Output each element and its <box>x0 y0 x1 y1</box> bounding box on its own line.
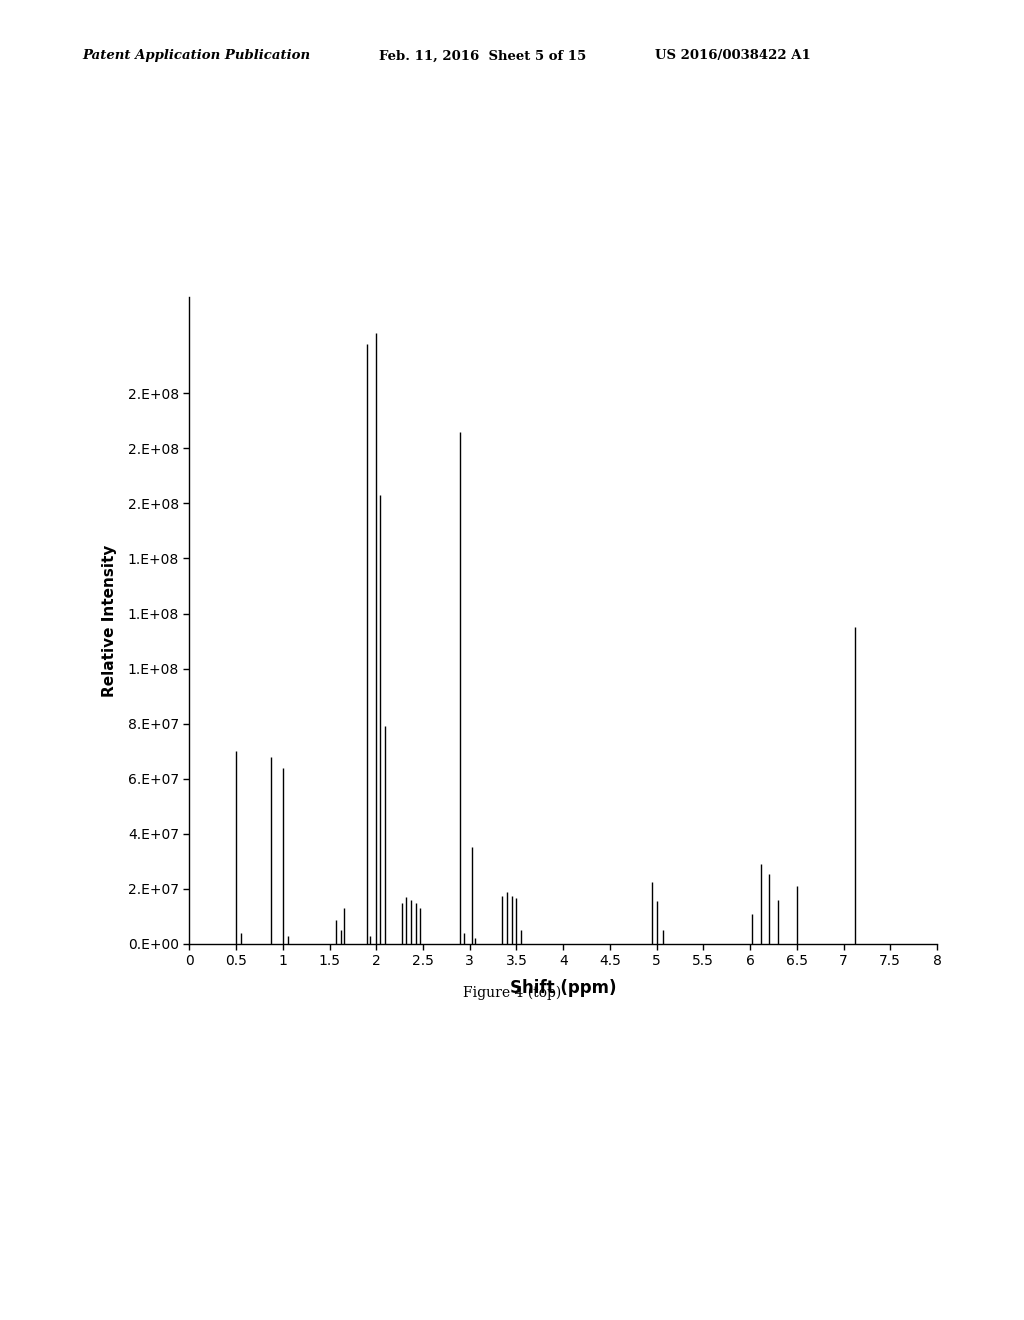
X-axis label: Shift (ppm): Shift (ppm) <box>510 979 616 998</box>
Text: US 2016/0038422 A1: US 2016/0038422 A1 <box>655 49 811 62</box>
Text: Patent Application Publication: Patent Application Publication <box>82 49 310 62</box>
Y-axis label: Relative Intensity: Relative Intensity <box>101 544 117 697</box>
Text: Figure 4 (top): Figure 4 (top) <box>463 985 561 999</box>
Text: Feb. 11, 2016  Sheet 5 of 15: Feb. 11, 2016 Sheet 5 of 15 <box>379 49 586 62</box>
